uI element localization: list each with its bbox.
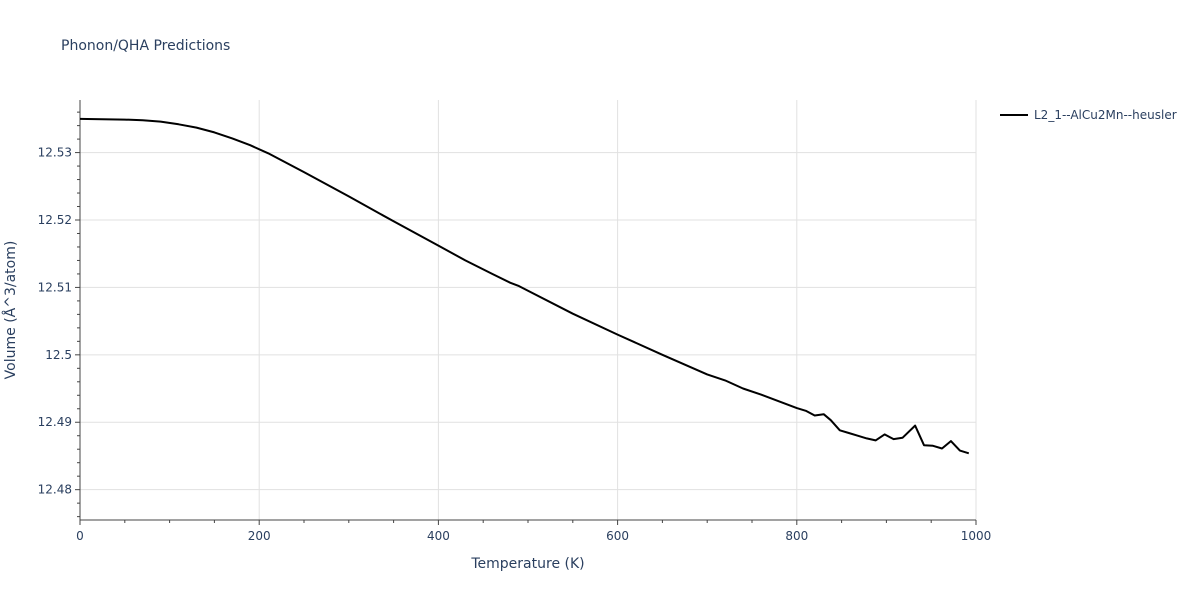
x-tick-label: 0 [76, 529, 84, 543]
y-gridlines [80, 152, 976, 491]
x-tick-label: 1000 [961, 529, 992, 543]
axes [75, 100, 977, 525]
y-tick-label: 12.5 [45, 348, 72, 362]
y-tick-labels: 12.48 12.49 12.5 12.51 12.52 12.53 [38, 146, 72, 497]
y-tick-label: 12.53 [38, 146, 72, 160]
x-tick-label: 200 [248, 529, 271, 543]
y-tick-label: 12.52 [38, 213, 72, 227]
legend[interactable]: L2_1--AlCu2Mn--heusler [1000, 108, 1177, 122]
y-tick-label: 12.49 [38, 415, 72, 429]
x-gridlines [258, 100, 977, 520]
x-tick-label: 600 [606, 529, 629, 543]
legend-label: L2_1--AlCu2Mn--heusler [1034, 108, 1177, 122]
x-axis-title: Temperature (K) [470, 556, 584, 572]
x-tick-label: 800 [785, 529, 808, 543]
plot-area [80, 100, 976, 520]
x-tick-label: 400 [427, 529, 450, 543]
series-lines [79, 117, 970, 455]
series-line [79, 117, 970, 455]
x-tick-labels: 0 200 400 600 800 1000 [76, 529, 991, 543]
y-axis-title: Volume (Å^3/atom) [2, 241, 19, 380]
y-tick-label: 12.51 [38, 280, 72, 294]
y-tick-label: 12.48 [38, 483, 72, 497]
chart-title: Phonon/QHA Predictions [61, 38, 230, 54]
